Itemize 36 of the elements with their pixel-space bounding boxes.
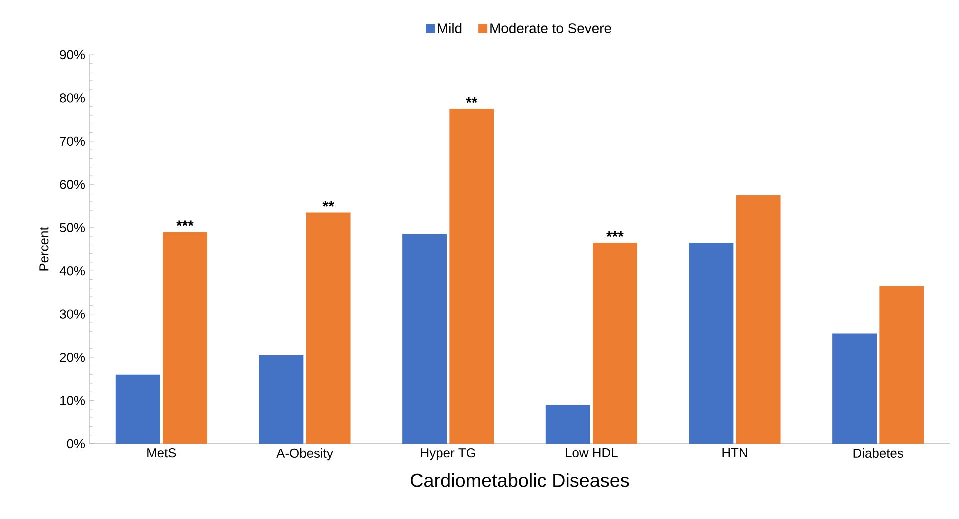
y-tick-label: 20% [60,352,86,362]
y-tick-label: 50% [60,223,86,232]
bar [546,405,590,444]
bar [736,195,781,444]
y-tick-label: 40% [60,266,86,276]
y-tick-label: 60% [60,180,86,190]
legend-label: Moderate to Severe [490,23,612,34]
bar [832,334,878,444]
bar [306,212,351,444]
x-tick-label: MetS [148,448,176,458]
y-tick-label: 90% [60,50,86,60]
bar [259,355,304,444]
y-tick-label: 0% [67,439,86,449]
bar [689,243,734,444]
y-tick-label: 80% [60,94,86,103]
y-tick-label: 10% [60,396,86,406]
x-axis-title: Cardiometabolic Diseases [411,473,630,488]
bar [593,243,638,444]
bar [880,286,924,444]
x-tick-label: Hyper TG [421,448,476,460]
y-tick-label: 30% [60,310,86,319]
x-tick-label: HTN [722,448,748,458]
annotation: *** [606,232,624,238]
x-tick-label: A-Obesity [276,448,334,461]
bar [402,234,448,444]
bar [116,374,160,444]
annotation: ** [322,201,334,207]
x-tick-label: Diabetes [854,448,904,458]
y-tick-label: 70% [60,136,86,146]
annotation: *** [176,220,194,226]
annotation: ** [466,98,478,104]
y-axis-title: Percent [40,227,49,271]
legend-label: Mild [438,23,462,34]
bar [163,232,208,444]
x-tick-label: Low HDL [566,448,618,458]
bar [450,109,494,444]
